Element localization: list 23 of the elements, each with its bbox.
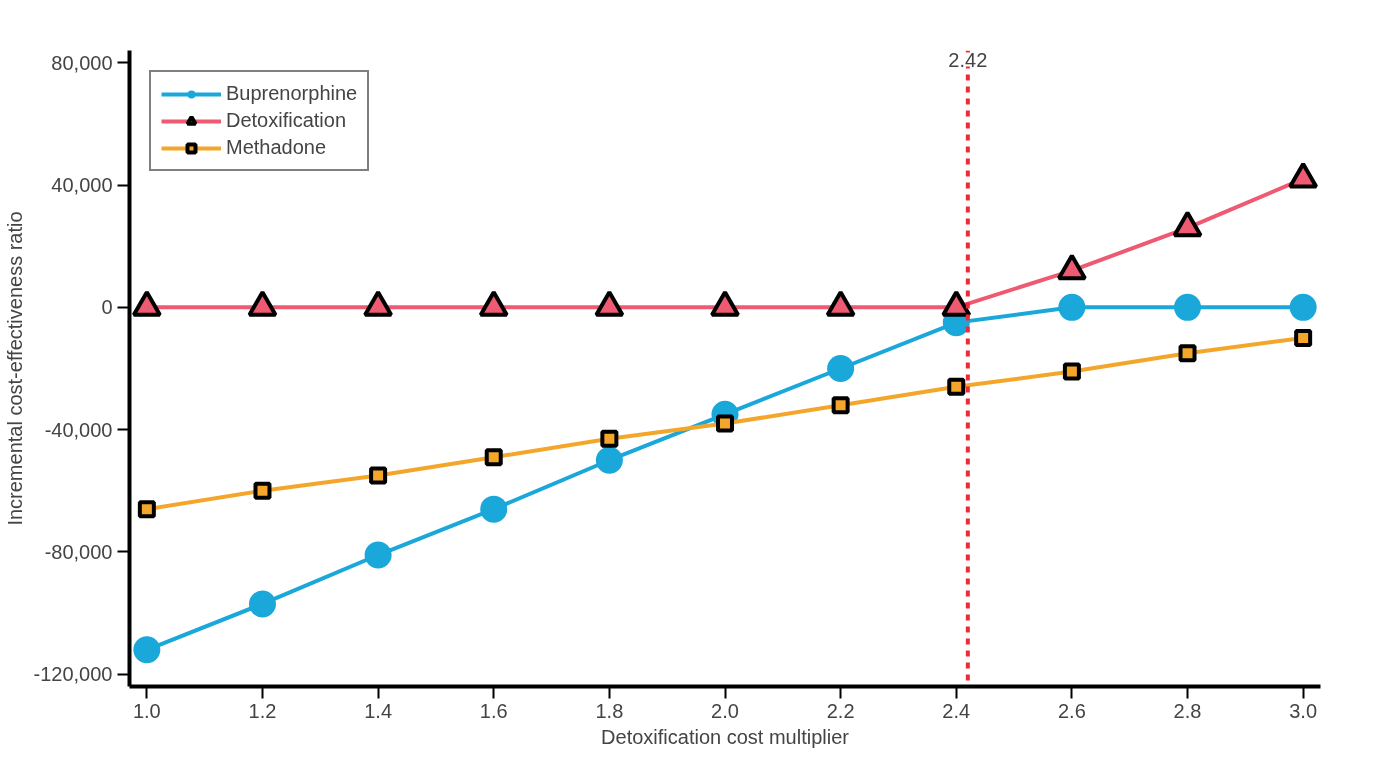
y-tick-label: -40,000	[44, 418, 113, 441]
y-tick-label: -120,000	[33, 663, 113, 686]
x-tick-label: 2.4	[942, 699, 971, 722]
legend-label: Methadone	[226, 136, 327, 159]
x-axis-title: Detoxification cost multiplier	[601, 725, 850, 748]
x-tick-label: 1.6	[479, 699, 508, 722]
y-tick-label: -80,000	[44, 540, 113, 563]
y-tick-label: 0	[101, 296, 113, 319]
x-tick-label: 2.6	[1057, 699, 1086, 722]
x-tick-label: 2.2	[826, 699, 855, 722]
y-axis-title: Incremental cost-effectiveness ratio	[3, 211, 26, 526]
legend-label: Buprenorphine	[226, 82, 358, 105]
x-tick-label: 1.4	[364, 699, 393, 722]
y-tick-label: 80,000	[51, 51, 113, 74]
x-tick-label: 1.8	[595, 699, 624, 722]
x-tick-label: 1.2	[248, 699, 277, 722]
x-tick-label: 1.0	[132, 699, 161, 722]
x-tick-label: 2.0	[711, 699, 739, 722]
y-tick-label: 40,000	[51, 174, 113, 197]
legend-label: Detoxification	[226, 109, 347, 132]
x-tick-label: 2.8	[1173, 699, 1202, 722]
x-tick-label: 3.0	[1289, 699, 1318, 722]
ref-line-label: 2.42	[948, 48, 988, 71]
